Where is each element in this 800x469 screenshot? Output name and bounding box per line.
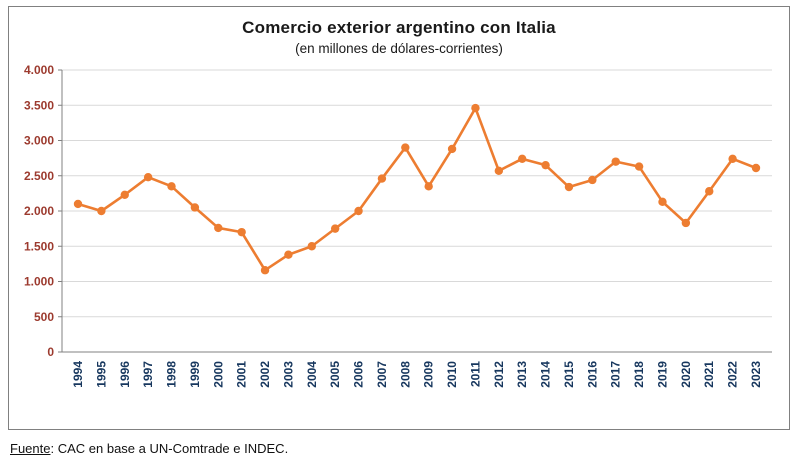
x-axis-tick-label: 1996 [118, 361, 132, 388]
data-point-marker [377, 174, 387, 183]
x-axis-tick-label: 1997 [141, 361, 155, 388]
data-point-marker [658, 197, 667, 207]
x-axis-tick-label: 1999 [188, 361, 202, 388]
x-axis-tick-label: 2002 [258, 361, 272, 388]
data-point-marker [73, 199, 83, 209]
y-axis-tick-label: 3.500 [24, 98, 54, 112]
data-point-marker [120, 190, 129, 199]
chart-subtitle: (en millones de dólares-corrientes) [295, 41, 503, 56]
data-point-marker [564, 182, 574, 192]
x-axis-tick-label: 2019 [655, 361, 669, 388]
x-axis-tick-label: 2008 [398, 361, 412, 388]
x-axis-tick-label: 2016 [585, 361, 599, 388]
x-axis-tick-label: 2018 [632, 361, 646, 388]
x-axis-tick-label: 2013 [515, 361, 529, 388]
data-point-marker [167, 182, 176, 191]
y-axis-tick-label: 2.500 [24, 169, 54, 183]
line-chart: 0 500 1.000 1.500 2.000 2.500 3.000 3.500 4.000 1… [24, 63, 772, 388]
x-axis-tick-label: 1995 [94, 361, 108, 388]
data-point-marker [705, 187, 714, 196]
y-axis-tick-label: 2.000 [24, 204, 54, 218]
y-axis-tick-label: 1.000 [24, 275, 54, 289]
data-point-marker [237, 227, 246, 237]
y-axis-tick-label: 0 [47, 345, 54, 359]
data-point-marker [190, 203, 200, 212]
data-point-marker [681, 218, 691, 228]
x-axis-tick-label: 2020 [679, 361, 693, 388]
data-point-marker [518, 154, 527, 164]
data-point-marker [471, 103, 480, 113]
x-axis-tick-label: 2015 [562, 361, 576, 388]
source-note-label: Fuente [10, 441, 51, 456]
x-axis-tick-label: 2022 [726, 361, 740, 388]
data-point-marker [143, 172, 153, 182]
data-point-marker [588, 175, 597, 185]
x-axis-tick-label: 2001 [235, 361, 249, 388]
data-point-marker [214, 223, 223, 233]
x-axis-tick-label: 1994 [71, 361, 85, 388]
x-axis-tick-label: 2004 [305, 361, 319, 388]
y-axis-tick-label: 3.000 [24, 134, 54, 148]
data-point-marker [97, 206, 106, 216]
x-axis-tick-label: 2017 [609, 361, 623, 388]
data-point-marker [401, 143, 410, 152]
data-point-marker [611, 157, 620, 166]
x-axis-tick-label: 2023 [749, 361, 763, 388]
source-note-text: : CAC en base a UN-Comtrade e INDEC. [50, 441, 289, 456]
data-series-line [76, 106, 758, 272]
data-point-marker [354, 206, 363, 216]
x-axis-tick-label: 1998 [165, 361, 179, 388]
chart-figure: Comercio exterior argentino con Italia (… [8, 6, 790, 430]
data-point-marker [307, 242, 316, 251]
data-point-marker [424, 182, 433, 191]
data-point-marker [541, 160, 550, 170]
data-point-marker [284, 250, 293, 259]
x-axis-tick-label: 2007 [375, 361, 389, 388]
x-axis-tick-label: 2006 [352, 361, 366, 388]
y-axis-tick-label: 500 [34, 310, 54, 324]
x-axis-tick-label: 2021 [702, 361, 716, 388]
x-axis-tick-label: 2014 [539, 361, 553, 388]
data-point-marker [751, 163, 761, 173]
x-axis-tick-label: 2003 [281, 361, 295, 388]
source-note: Fuente: CAC en base a UN-Comtrade e INDE… [10, 441, 288, 456]
data-point-marker [330, 224, 340, 233]
y-axis-tick-label: 4.000 [24, 63, 54, 77]
x-axis-tick-label: 2010 [445, 361, 459, 388]
y-axis-tick-label: 1.500 [24, 239, 54, 253]
x-axis-tick-label: 2009 [422, 361, 436, 388]
data-point-marker [494, 166, 504, 176]
x-axis-tick-label: 2000 [211, 361, 225, 388]
chart-title: Comercio exterior argentino con Italia [242, 18, 556, 37]
data-point-marker [728, 154, 737, 164]
x-axis-tick-label: 2012 [492, 361, 506, 388]
x-axis-tick-label: 2005 [328, 361, 342, 388]
data-point-marker [260, 266, 270, 275]
data-point-marker [634, 162, 644, 171]
data-point-marker [447, 144, 457, 154]
x-axis-tick-label: 2011 [468, 361, 482, 387]
